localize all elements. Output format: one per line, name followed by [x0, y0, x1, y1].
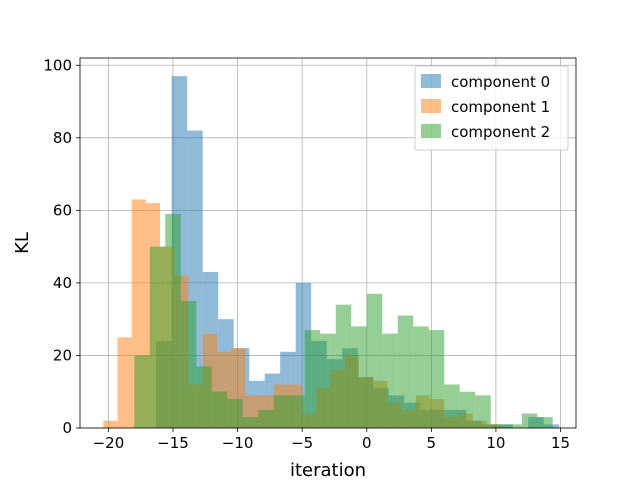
y-tick-label: 80 — [53, 129, 72, 147]
histogram-bar — [459, 391, 476, 428]
histogram-bar — [196, 366, 212, 428]
x-tick-label: 15 — [551, 434, 570, 452]
legend-box — [414, 65, 569, 151]
histogram-bar — [258, 409, 274, 428]
histogram-bar — [413, 326, 429, 428]
y-tick-label: 0 — [62, 419, 72, 437]
legend-entry: component 2 — [451, 123, 550, 141]
y-axis-label: KL — [12, 232, 33, 254]
histogram-bar — [149, 246, 166, 428]
x-axis-label: iteration — [290, 460, 366, 480]
histogram-bar — [444, 384, 460, 428]
histogram-bar — [521, 413, 538, 428]
histogram-bar — [537, 417, 553, 428]
legend: component 0 component 1 component 2 — [414, 65, 569, 151]
histogram-bar — [134, 355, 150, 428]
histogram-bar — [335, 304, 352, 428]
histogram-bar — [366, 293, 383, 428]
histogram-bar — [428, 330, 445, 428]
x-tick-label: 10 — [486, 434, 505, 452]
legend-swatch — [421, 74, 441, 88]
histogram-bar — [351, 326, 367, 428]
y-tick-label: 100 — [43, 56, 72, 74]
legend-swatch — [421, 124, 441, 138]
y-tick-label: 60 — [53, 201, 72, 219]
histogram-bar — [490, 424, 507, 428]
histogram-bar — [320, 333, 336, 428]
legend-entry: component 1 — [451, 98, 550, 116]
bars — [103, 76, 560, 429]
x-tick-label: 5 — [427, 434, 437, 452]
y-tick-label: 40 — [53, 274, 72, 292]
histogram-bar — [211, 391, 228, 428]
histogram-bar — [117, 337, 132, 428]
x-axis-ticks: −20 −15 −10 −5 0 5 10 15 — [93, 428, 570, 452]
histogram-bar — [227, 398, 243, 428]
x-tick-label: −5 — [291, 434, 313, 452]
histogram-bar — [382, 333, 398, 428]
histogram-bar — [273, 395, 290, 428]
series-2-bars — [134, 213, 553, 428]
plot-frame — [79, 57, 577, 429]
x-tick-label: 0 — [362, 434, 372, 452]
x-tick-label: −10 — [222, 434, 254, 452]
histogram-bar — [475, 395, 491, 428]
histogram-bar — [165, 213, 181, 428]
legend-swatch — [421, 99, 441, 113]
histogram-bar — [180, 301, 197, 428]
x-tick-label: −15 — [157, 434, 189, 452]
histogram-bar — [242, 417, 259, 428]
histogram-bar — [506, 424, 522, 428]
y-tick-label: 20 — [53, 346, 72, 364]
legend-entry: component 0 — [451, 73, 550, 91]
x-tick-label: −20 — [93, 434, 125, 452]
histogram-bar — [304, 330, 321, 428]
y-axis-ticks: 0 20 40 60 80 100 — [43, 56, 80, 437]
histogram-bar — [103, 420, 118, 428]
histogram-bar — [397, 315, 414, 428]
histogram-bar — [289, 395, 305, 428]
